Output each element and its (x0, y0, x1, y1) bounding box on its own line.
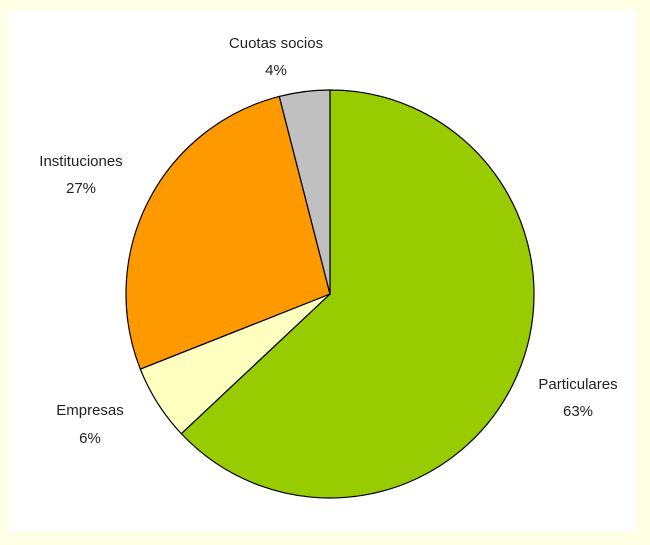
slice-percent-instituciones: 27% (66, 180, 96, 197)
pie-slice-particulares (180, 89, 535, 499)
slice-name-particulares: Particulares (538, 376, 617, 393)
slice-name-instituciones: Instituciones (39, 153, 122, 170)
pie-labels: Particulares 63% Empresas 6% Institucion… (39, 35, 617, 447)
pie-slices (125, 89, 535, 499)
slice-name-empresas: Empresas (56, 402, 124, 419)
pie-slice-cuotas-socios (278, 89, 331, 295)
slice-name-cuotas-socios: Cuotas socios (229, 35, 323, 52)
slice-percent-cuotas-socios: 4% (265, 62, 287, 79)
slice-percent-empresas: 6% (79, 430, 101, 447)
pie-slice-instituciones (125, 95, 331, 370)
slice-percent-particulares: 63% (563, 403, 593, 420)
